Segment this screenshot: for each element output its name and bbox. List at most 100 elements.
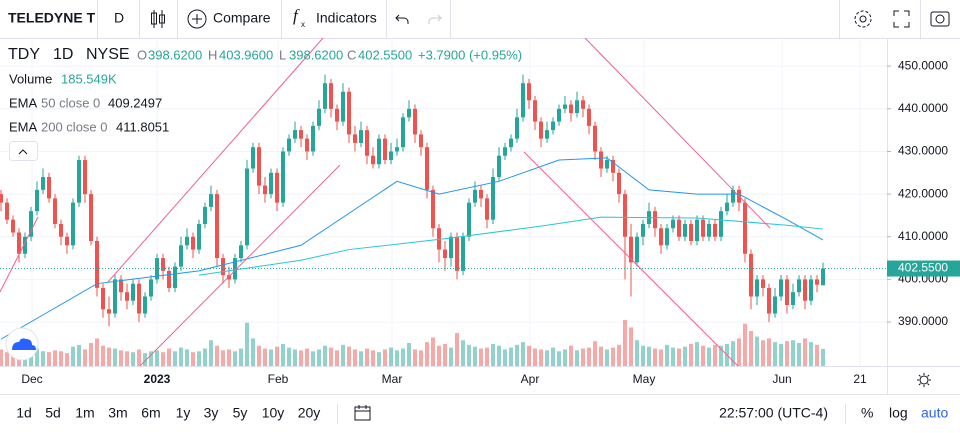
axes: Dec 2023 Feb Mar Apr May Jun 21390.0000400.0000… [21, 58, 960, 386]
screenshot-button[interactable] [930, 11, 950, 27]
chart-type-icon[interactable] [151, 10, 165, 28]
volume-bar [497, 345, 501, 366]
candle-body [311, 125, 315, 152]
collapse-legend-button[interactable] [9, 141, 38, 161]
x-tick-label: Apr [521, 372, 540, 386]
indicators-icon[interactable]: f [293, 6, 300, 25]
volume-bar [389, 347, 393, 366]
settings-button[interactable] [854, 10, 872, 28]
candle-body [629, 236, 633, 263]
clock: 22:57:00 (UTC-4) [719, 405, 828, 421]
candle-body [413, 108, 417, 135]
date-range-button[interactable] [354, 405, 371, 421]
timeframe-button[interactable]: 20y [298, 405, 321, 421]
volume-bar [41, 351, 45, 366]
fullscreen-button[interactable] [893, 10, 910, 28]
volume-bar [761, 340, 765, 366]
timeframe-button[interactable]: 3m [108, 405, 127, 421]
timeframe-button[interactable]: 6m [141, 405, 160, 421]
candle-body [485, 198, 489, 220]
candle-body [515, 117, 519, 139]
compare-button[interactable]: Compare [213, 10, 271, 26]
interval-button[interactable]: D [114, 10, 124, 26]
symbol-search[interactable]: TELEDYNE T [8, 10, 96, 26]
volume-bar [719, 345, 723, 366]
indicators-button[interactable]: Indicators [316, 10, 377, 26]
volume-bar [137, 349, 141, 366]
candle-body [575, 100, 579, 114]
candle-body [251, 147, 255, 169]
legend-o: 398.6200 [148, 47, 202, 62]
volume-bar [731, 341, 735, 366]
volume-bar [581, 348, 585, 366]
timeframe-button[interactable]: 1m [75, 405, 94, 421]
compare-icon[interactable] [187, 9, 207, 29]
candle-body [185, 236, 189, 246]
volume-bar [311, 351, 315, 366]
trend-line [0, 216, 39, 293]
log-toggle[interactable]: log [889, 405, 908, 421]
volume-bar [305, 348, 309, 366]
candle-body [59, 223, 63, 237]
volume-bar [365, 348, 369, 366]
candle-body [533, 100, 537, 122]
percent-toggle[interactable]: % [861, 405, 873, 421]
candle-body [395, 147, 399, 152]
candle-body [359, 130, 363, 143]
trend-line [523, 151, 739, 367]
volume-legend-name: Volume [9, 71, 52, 86]
candle-body [743, 202, 747, 254]
toolbar: TELEDYNE T D Compare f x Indicators [0, 0, 960, 39]
timeframe-button[interactable]: 10y [262, 405, 285, 421]
volume-bar [293, 349, 297, 366]
candle-body [77, 159, 81, 203]
candle-body [11, 219, 15, 233]
candle-body [107, 309, 111, 314]
legend-c-label: C [347, 47, 356, 62]
volume-bar [113, 348, 117, 366]
candle-body [527, 83, 531, 101]
timeframe-button[interactable]: 1y [176, 405, 191, 421]
candle-body [425, 147, 429, 190]
candle-body [317, 108, 321, 126]
candle-body [29, 211, 33, 237]
redo-button[interactable] [428, 14, 442, 24]
candle-body [761, 279, 765, 288]
volume-bar [341, 344, 345, 366]
volume-bar [335, 350, 339, 366]
legend: TDY 1D NYSE O 398.6200 H 403.9600 L 398.… [8, 46, 522, 161]
volume-bar [671, 347, 675, 366]
volume-bar [551, 347, 555, 366]
timeframe-button[interactable]: 1d [16, 405, 32, 421]
candle-body [815, 279, 819, 285]
volume-bar [587, 347, 591, 366]
candle-body [509, 138, 513, 148]
volume-bar [191, 352, 195, 366]
volume-bar [653, 348, 657, 366]
volume-bar [71, 346, 75, 366]
timeframe-button[interactable]: 3y [204, 405, 219, 421]
candle-body [203, 206, 207, 224]
volume-bar [599, 346, 603, 366]
volume-bar [737, 338, 741, 366]
trend-line [107, 37, 324, 283]
candle-body [797, 279, 801, 293]
last-price-box [887, 260, 960, 277]
volume-bar [377, 352, 381, 366]
tradingview-logo[interactable] [5, 327, 39, 361]
volume-bar [479, 348, 483, 366]
volume-bar [683, 346, 687, 366]
volume-bar [767, 338, 771, 366]
time-axis-settings[interactable] [917, 373, 931, 387]
timeframe-button[interactable]: 5d [45, 405, 61, 421]
legend-symbol: TDY [8, 46, 40, 63]
auto-toggle[interactable]: auto [921, 405, 948, 421]
volume-bar [53, 350, 57, 366]
volume-bar [185, 349, 189, 366]
volume-bar [281, 343, 285, 366]
legend-change: +3.7900 (+0.95%) [418, 47, 522, 62]
undo-button[interactable] [395, 14, 409, 24]
volume-bar [515, 344, 519, 366]
timeframe-button[interactable]: 5y [233, 405, 248, 421]
legend-c: 402.5500 [358, 47, 412, 62]
